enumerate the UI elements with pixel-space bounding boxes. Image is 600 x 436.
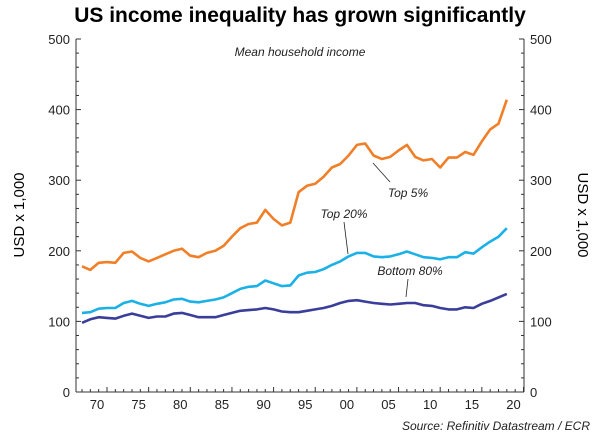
x-tick-label: 00 [340, 397, 354, 412]
x-tick-label: 85 [215, 397, 229, 412]
y-tick-label-left: 100 [48, 314, 70, 329]
source-note: Source: Refinitiv Datastream / ECR [402, 419, 590, 433]
x-tick-label: 80 [173, 397, 187, 412]
y-tick-label-right: 100 [530, 314, 552, 329]
y-tick-label-left: 0 [63, 385, 70, 400]
series-annotation-label: Top 20% [321, 207, 368, 221]
y-tick-label-right: 200 [530, 244, 552, 259]
x-tick-label: 10 [423, 397, 437, 412]
x-tick-label: 05 [381, 397, 395, 412]
y-tick-label-right: 400 [530, 103, 552, 118]
x-tick-label: 15 [465, 397, 479, 412]
x-tick-label: 75 [131, 397, 145, 412]
x-tick-label: 90 [256, 397, 270, 412]
series-annotation-label: Bottom 80% [377, 264, 443, 278]
annotation-leader-line [372, 162, 391, 183]
y-tick-label-left: 400 [48, 103, 70, 118]
series-line-bottom-80- [81, 292, 508, 324]
chart-title: US income inequality has grown significa… [74, 4, 526, 27]
y-axis-label-left: USD x 1,000 [11, 172, 28, 257]
y-tick-label-right: 300 [530, 173, 552, 188]
y-tick-label-left: 300 [48, 173, 70, 188]
y-tick-label-left: 500 [48, 32, 70, 47]
y-tick-label-left: 200 [48, 244, 70, 259]
x-tick-label: 70 [90, 397, 104, 412]
annotation-leader-line [343, 221, 349, 255]
y-tick-label-right: 500 [530, 32, 552, 47]
x-tick-label: 20 [506, 397, 520, 412]
series-line-top-20- [81, 227, 508, 315]
y-axis-label-right: USD x 1,000 [574, 172, 591, 257]
chart-subtitle: Mean household income [235, 45, 366, 59]
series-annotation-label: Top 5% [388, 186, 429, 200]
annotation-leader-line [405, 278, 409, 298]
x-tick-label: 95 [298, 397, 312, 412]
y-tick-label-right: 0 [530, 385, 537, 400]
series-line-top-5- [81, 99, 509, 272]
